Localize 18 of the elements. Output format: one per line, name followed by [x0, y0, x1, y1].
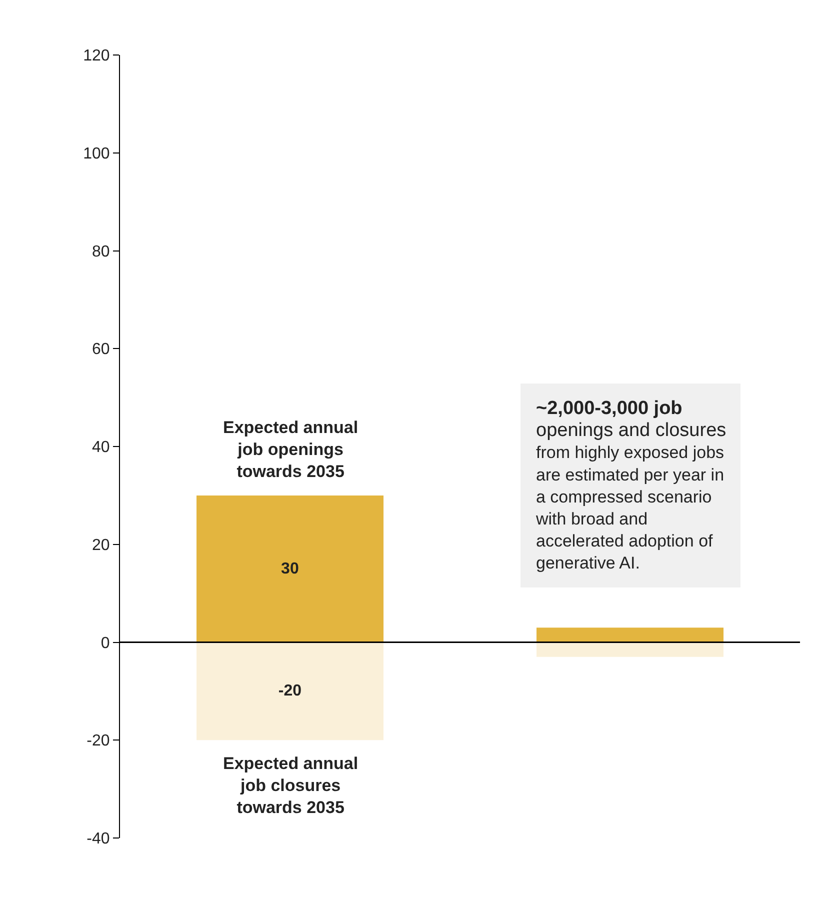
y-tick-label: 100 [83, 145, 110, 162]
data-label: 30 [281, 560, 299, 578]
y-tick-label: 60 [92, 341, 110, 358]
bar [196, 642, 384, 740]
bar [196, 495, 384, 642]
y-tick-label: -20 [86, 732, 110, 750]
annotation: ~2,000-3,000 job openings and closures from highly exposed jobs are estimated per year in a compressed scenario with broad and accelerated adoption of generative AI. [535, 398, 726, 573]
annotation: Expected annual job openings towards 2035 [223, 418, 358, 482]
bar [536, 628, 724, 642]
y-tick-label: 20 [92, 536, 110, 554]
bar [536, 642, 724, 657]
y-tick-label: -40 [86, 830, 110, 848]
y-tick-label: 120 [83, 48, 110, 65]
data-label: -20 [278, 682, 302, 700]
y-tick-label: 40 [92, 439, 110, 456]
y-tick-label: 80 [92, 243, 110, 260]
annotation: Expected annual job closures towards 2035 [223, 754, 358, 818]
y-tick-label: 0 [100, 634, 110, 652]
